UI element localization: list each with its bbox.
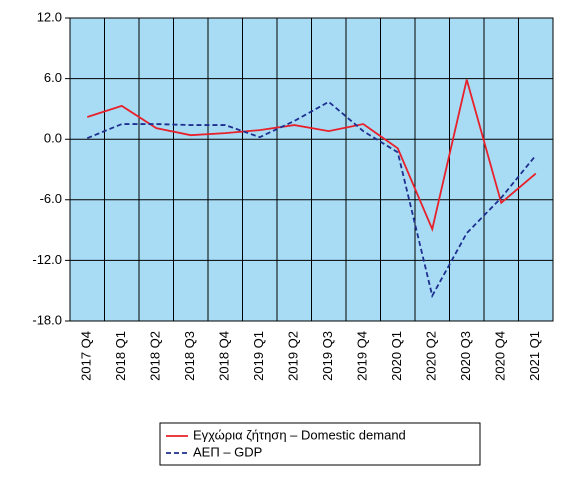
- x-tick-label: 2020 Q3: [458, 331, 473, 381]
- x-tick-label: 2021 Q1: [527, 331, 542, 381]
- x-tick-label: 2018 Q3: [182, 331, 197, 381]
- x-tick-label: 2018 Q4: [217, 331, 232, 381]
- y-tick-label: 6.0: [44, 70, 62, 85]
- x-tick-label: 2017 Q4: [79, 331, 94, 381]
- x-tick-label: 2019 Q4: [355, 331, 370, 381]
- y-tick-label: -6.0: [40, 191, 62, 206]
- x-tick-label: 2020 Q4: [493, 331, 508, 381]
- x-tick-label: 2019 Q1: [251, 331, 266, 381]
- series-line: [86, 100, 537, 299]
- plot-border: [69, 17, 554, 322]
- x-tick-label: 2019 Q3: [320, 331, 335, 381]
- x-tick-label: 2020 Q2: [424, 331, 439, 381]
- series-line: [86, 79, 537, 232]
- legend-box: [159, 422, 481, 466]
- y-tick-label: -18.0: [32, 312, 62, 327]
- y-tick-label: -12.0: [32, 252, 62, 267]
- legend-label: ΑΕΠ – GDP: [193, 444, 262, 459]
- x-tick-label: 2018 Q2: [148, 331, 163, 381]
- y-tick-label: 12.0: [37, 9, 62, 24]
- x-tick-label: 2020 Q1: [389, 331, 404, 381]
- x-tick-label: 2019 Q2: [286, 331, 301, 381]
- y-tick-label: 0.0: [44, 131, 62, 146]
- legend-label: Εγχώρια ζήτηση – Domestic demand: [193, 427, 406, 442]
- x-tick-label: 2018 Q1: [113, 331, 128, 381]
